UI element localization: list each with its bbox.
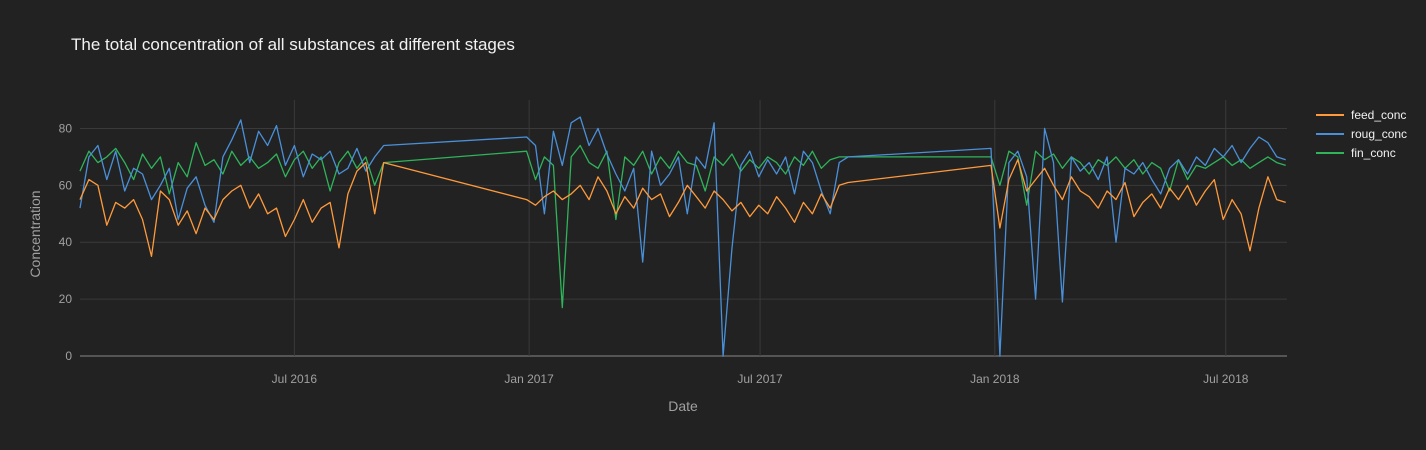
series-line-roug-conc xyxy=(79,116,1286,357)
x-axis-title: Date xyxy=(668,398,698,414)
chart-title: The total concentration of all substance… xyxy=(71,35,515,54)
y-axis-title: Concentration xyxy=(27,190,43,277)
x-tick-label: Jan 2017 xyxy=(504,372,554,386)
x-tick-label: Jul 2016 xyxy=(272,372,318,386)
legend: feed_conc roug_conc fin_conc xyxy=(1316,108,1407,160)
y-axis: 0 20 40 60 80 xyxy=(59,121,73,363)
y-tick-label: 80 xyxy=(59,121,73,135)
y-tick-label: 20 xyxy=(59,292,73,306)
legend-item-roug-conc[interactable]: roug_conc xyxy=(1316,127,1407,141)
grid-lines xyxy=(80,100,1287,357)
series-lines xyxy=(79,116,1286,357)
y-tick-label: 0 xyxy=(65,349,72,363)
x-tick-label: Jul 2018 xyxy=(1203,372,1249,386)
x-axis: Jul 2016 Jan 2017 Jul 2017 Jan 2018 Jul 2018 xyxy=(272,372,1249,386)
x-tick-label: Jul 2017 xyxy=(737,372,783,386)
legend-label: feed_conc xyxy=(1351,108,1406,122)
legend-label: fin_conc xyxy=(1351,146,1396,160)
x-tick-label: Jan 2018 xyxy=(970,372,1020,386)
series-line-fin-conc xyxy=(79,142,1286,309)
legend-item-feed-conc[interactable]: feed_conc xyxy=(1316,108,1406,122)
series-line-feed-conc xyxy=(79,159,1286,258)
legend-item-fin-conc[interactable]: fin_conc xyxy=(1316,146,1396,160)
y-tick-label: 40 xyxy=(59,235,73,249)
legend-label: roug_conc xyxy=(1351,127,1407,141)
y-tick-label: 60 xyxy=(59,178,73,192)
